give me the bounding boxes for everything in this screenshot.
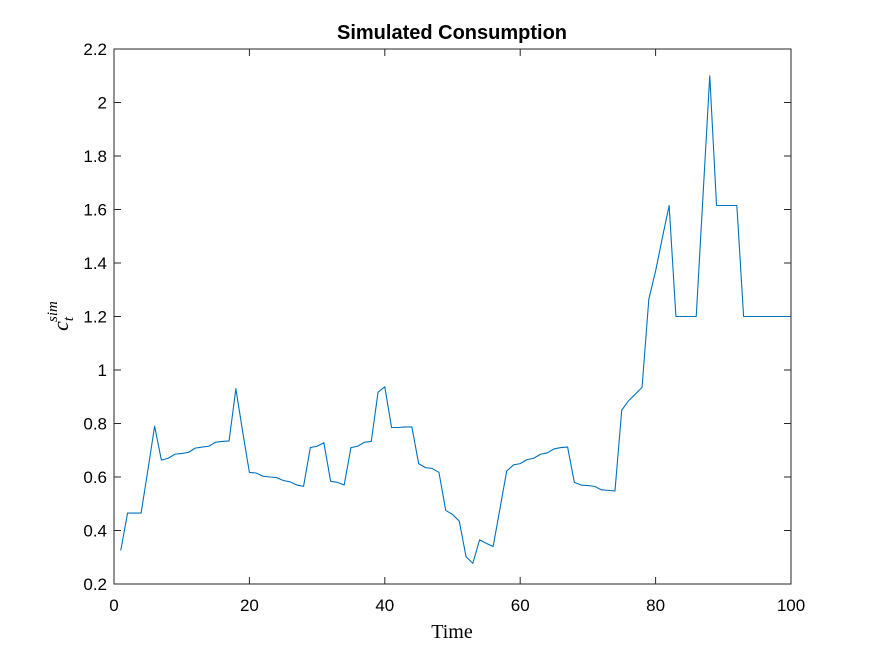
y-tick-label: 1 <box>98 361 107 380</box>
plot-frame <box>113 48 792 585</box>
x-tick-label: 40 <box>375 596 394 615</box>
y-tick-label: 1.2 <box>83 308 107 327</box>
y-tick-label: 0.2 <box>83 575 107 594</box>
y-tick-label: 2.2 <box>83 40 107 59</box>
x-tick-label: 60 <box>511 596 530 615</box>
y-tick-label: 0.6 <box>83 468 107 487</box>
x-tick-label: 20 <box>240 596 259 615</box>
y-tick-label: 2 <box>98 94 107 113</box>
x-tick-label: 0 <box>109 596 118 615</box>
y-axis-label: ctsim <box>45 301 77 331</box>
y-axis-label-base: c <box>48 321 73 331</box>
x-axis-ticks: 0 20 40 60 80 100 <box>109 49 805 615</box>
x-tick-label: 100 <box>777 596 805 615</box>
y-tick-label: 0.4 <box>83 522 107 541</box>
x-axis-label: Time <box>431 621 473 643</box>
y-tick-label: 1.8 <box>83 147 107 166</box>
x-tick-label: 80 <box>646 596 665 615</box>
y-tick-label: 1.6 <box>83 201 107 220</box>
svg-text:ctsim: ctsim <box>45 301 77 331</box>
y-axis-ticks: 0.2 0.4 0.6 0.8 1 1.2 1.4 1.6 1.8 2 2.2 <box>83 40 791 594</box>
y-axis-label-subscript: t <box>61 316 77 321</box>
y-axis-label-superscript: sim <box>45 301 61 322</box>
y-tick-label: 1.4 <box>83 254 107 273</box>
chart-title: Simulated Consumption <box>337 22 567 44</box>
y-tick-label: 0.8 <box>83 415 107 434</box>
series-line <box>120 75 791 564</box>
